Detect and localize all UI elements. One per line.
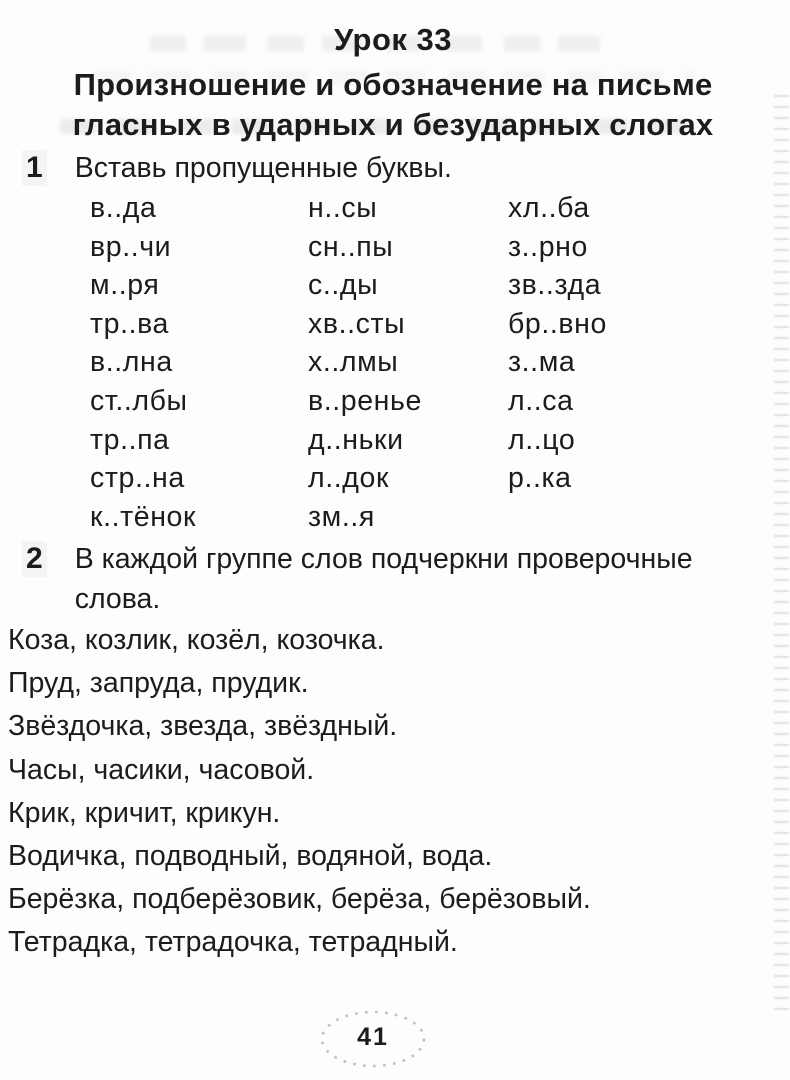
page-edge-texture [774,95,789,1010]
exercise-1-heading: 1 Вставь пропущенные буквы. [22,150,452,188]
fill-in-word: стр..на [90,462,185,495]
fill-in-word: тр..ва [90,307,170,340]
exercise-2-heading: 2 В каждой группе слов подчеркни проверо… [22,541,751,619]
exercise-2-prompt: В каждой группе слов подчеркни проверочн… [74,543,693,615]
word-group-line: Пруд, запруда, прудик. [8,667,309,700]
exercise-1-prompt: Вставь пропущенные буквы. [74,152,452,184]
fill-in-word: к..тёнок [90,500,197,533]
fill-in-word: сн..пы [308,230,394,263]
fill-in-word: в..ренье [308,384,422,417]
fill-in-word: в..лна [90,346,173,379]
word-column-3: хл..ба з..рно зв..зда бр..вно з..ма л..са л..ц… [508,189,726,536]
page-title: Произношение и обозначение на письме глас… [0,65,786,145]
bleed-through-artifact [95,70,695,85]
fill-in-word: зв..зда [508,269,602,302]
fill-in-word: д..ньки [308,423,404,456]
word-column-2: н..сы сн..пы с..ды хв..сты х..лмы в..ренье д..… [308,189,508,536]
word-group-line: Берёзка, подберёзовик, берёза, берёзовый… [8,883,591,916]
fill-in-word: х..лмы [308,346,399,379]
word-group-line: Водичка, подводный, водяной, вода. [8,840,493,873]
word-column-1: в..да вр..чи м..ря тр..ва в..лна ст..лбы тр..п… [90,189,308,536]
fill-in-word: ст..лбы [90,384,188,417]
page-title-line1: Произношение и обозначение на письме [73,67,713,102]
fill-in-word: вр..чи [90,230,172,263]
fill-in-word-columns: в..да вр..чи м..ря тр..ва в..лна ст..лбы тр..п… [90,189,726,536]
page-header: Урок 33 Произношение и обозначение на пи… [0,22,786,145]
fill-in-word: м..ря [90,269,160,302]
page-number-ornament [320,1010,426,1068]
fill-in-word: з..рно [508,230,588,263]
word-group-line: Крик, кричит, крикун. [8,796,281,829]
fill-in-word: в..да [90,192,157,224]
fill-in-word: р..ка [508,462,572,495]
exercise-1-number: 1 [22,150,47,186]
fill-in-word: н..сы [308,192,378,224]
fill-in-word: хл..ба [508,192,590,224]
lesson-label: Урок 33 [333,22,453,57]
fill-in-word: с..ды [308,269,379,302]
page-number: 41 [357,1023,389,1051]
word-group-line: Коза, козлик, козёл, козочка. [8,624,385,656]
page-number-block: 41 [317,1006,429,1072]
word-group-line: Тетрадка, тетрадочка, тетрадный. [8,926,458,959]
bleed-through-artifact [150,36,620,51]
word-group-line: Часы, часики, часовой. [8,753,315,786]
fill-in-word: л..са [508,384,574,417]
page-title-line2: гласных в ударных и безударных слогах [72,107,714,142]
fill-in-word: тр..па [90,423,170,456]
fill-in-word: хв..сты [308,307,406,340]
word-group-line: Звёздочка, звезда, звёздный. [8,710,398,743]
fill-in-word: зм..я [308,500,375,533]
fill-in-word: л..док [308,462,390,495]
fill-in-word: з..ма [508,346,576,379]
fill-in-word: л..цо [508,423,576,456]
word-groups: Коза, козлик, козёл, козочка. Пруд, запру… [8,619,748,965]
bleed-through-artifact [60,119,688,134]
exercise-2-number: 2 [22,541,47,577]
fill-in-word: бр..вно [508,307,607,340]
